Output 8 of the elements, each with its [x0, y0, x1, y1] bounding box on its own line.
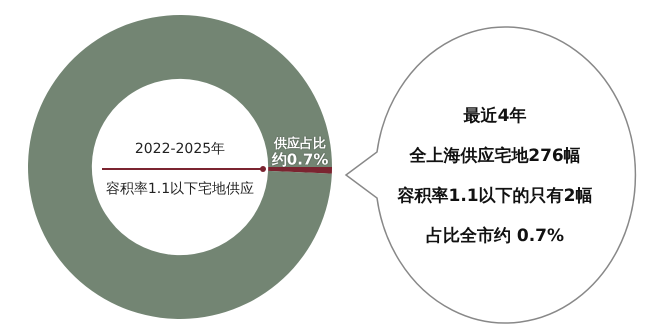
text: 最近4年: [462, 105, 528, 127]
slice-label: 供应占比: [273, 136, 326, 152]
text: 容积率1.1以下宅地供应: [104, 180, 256, 198]
text: 2022-2025年: [134, 140, 226, 158]
text: 容积率1.1以下的只有2幅: [396, 185, 594, 207]
data-label: 约0.7%: [270, 150, 328, 169]
text: 全上海供应宅地276幅: [408, 145, 582, 167]
text: 占比全市约 0.7%: [424, 225, 566, 247]
